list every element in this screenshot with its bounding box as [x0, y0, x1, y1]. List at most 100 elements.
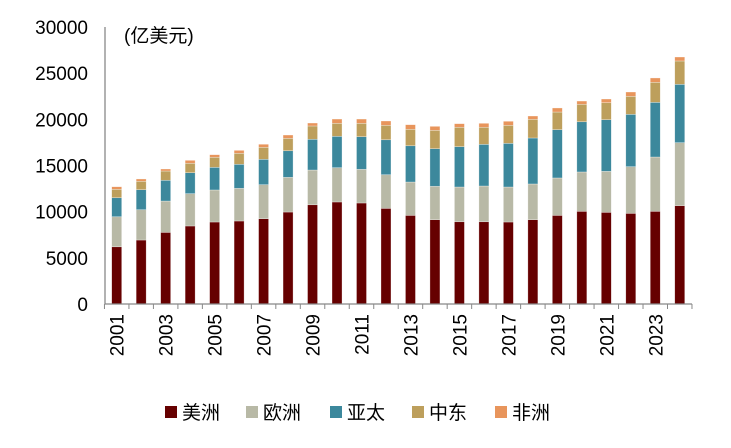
bar-segment-2005-4 — [209, 154, 220, 158]
bar-segment-2012-0 — [380, 208, 392, 305]
bar-segment-2024-0 — [674, 205, 686, 305]
bar-segment-2020-2 — [576, 121, 588, 173]
y-tick-label: 30000 — [35, 18, 88, 39]
bar-segment-2020-3 — [576, 103, 588, 123]
bar-segment-2015-3 — [454, 126, 465, 147]
bar-segment-2014-1 — [429, 185, 441, 220]
bar-segment-2021-3 — [600, 102, 612, 121]
bar-segment-2019-1 — [552, 177, 563, 216]
bar-segment-2020-4 — [576, 100, 588, 105]
bar-segment-2012-4 — [380, 120, 392, 126]
bar-segment-2001-3 — [111, 189, 122, 199]
bar-segment-2007-0 — [258, 218, 269, 305]
bar-segment-2011-1 — [356, 168, 367, 204]
axes: 0 5000 10000 15000 20000 25000 30000 2001 2003 20… — [35, 18, 693, 356]
bar-segment-2018-0 — [527, 219, 539, 305]
bar-segment-2008-0 — [282, 211, 294, 305]
bar-segment-2017-3 — [503, 125, 514, 144]
bar-segment-2005-3 — [209, 156, 220, 168]
bar-segment-2019-2 — [552, 129, 563, 179]
bar-segment-2024-2 — [674, 84, 686, 143]
bar-segment-2015-1 — [454, 186, 465, 223]
bar-segment-2003-3 — [160, 170, 171, 181]
bar-segment-2015-4 — [454, 123, 465, 128]
bar-segment-2022-1 — [625, 166, 637, 214]
bar-segment-2018-4 — [527, 115, 539, 120]
bar-segment-2016-4 — [478, 123, 490, 128]
bar-segment-2019-4 — [552, 107, 563, 113]
bar-segment-2008-2 — [282, 150, 294, 178]
bar-segment-2014-4 — [429, 126, 441, 131]
bar-segment-2024-1 — [674, 142, 686, 206]
bar-segment-2002-2 — [135, 189, 147, 211]
x-tick-label: 2015 — [450, 314, 471, 356]
bar-segment-2016-3 — [478, 126, 490, 145]
bar-segment-2018-2 — [527, 137, 539, 185]
bar-segment-2002-0 — [135, 239, 147, 305]
bar-segment-2001-4 — [111, 186, 122, 190]
x-tick-label: 2003 — [157, 314, 178, 356]
bar-segment-2020-0 — [576, 210, 588, 305]
bar-segment-2021-2 — [600, 119, 612, 172]
bar-segment-2024-4 — [674, 56, 686, 62]
bar-segment-2002-1 — [135, 209, 147, 241]
bar-segment-2017-2 — [503, 143, 514, 188]
bar-segment-2021-0 — [600, 212, 612, 305]
y-tick-label: 15000 — [35, 157, 88, 178]
bar-segment-2016-2 — [478, 144, 490, 187]
x-tick-label: 2005 — [206, 314, 227, 356]
bar-segment-2004-0 — [184, 225, 196, 305]
bars — [111, 56, 686, 305]
legend-swatch-1 — [246, 406, 258, 418]
bar-segment-2016-1 — [478, 185, 490, 223]
bar-segment-2024-3 — [674, 60, 686, 85]
unit-label: (亿美元) — [124, 25, 194, 47]
bar-segment-2001-2 — [111, 197, 122, 218]
bar-segment-2015-2 — [454, 146, 465, 188]
legend-swatch-2 — [330, 406, 342, 418]
bar-segment-2009-2 — [307, 138, 318, 171]
bar-segment-2014-3 — [429, 130, 441, 149]
bar-segment-2010-2 — [331, 136, 343, 169]
legend-label-2: 亚太 — [347, 402, 385, 424]
bar-segment-2010-1 — [331, 167, 343, 203]
bar-segment-2010-3 — [331, 123, 343, 137]
bar-segment-2007-2 — [258, 159, 269, 186]
bar-segment-2017-0 — [503, 221, 514, 305]
bar-segment-2003-2 — [160, 179, 171, 202]
bar-segment-2022-0 — [625, 213, 637, 305]
y-tick-label: 0 — [77, 295, 88, 316]
bar-segment-2006-3 — [233, 153, 245, 165]
legend-swatch-4 — [495, 406, 507, 418]
legend-swatch-0 — [165, 406, 177, 418]
x-tick-label: 2023 — [646, 314, 667, 356]
y-tick-label: 10000 — [35, 203, 88, 224]
legend-label-4: 非洲 — [512, 402, 550, 424]
bar-segment-2019-3 — [552, 111, 563, 130]
legend: 美洲 欧洲 亚太 中东 非洲 — [165, 402, 550, 424]
y-tick-label: 25000 — [35, 64, 88, 85]
bar-segment-2001-0 — [111, 246, 122, 305]
x-tick-label: 2001 — [108, 314, 129, 356]
bar-segment-2013-4 — [405, 124, 416, 130]
bar-segment-2020-1 — [576, 171, 588, 212]
bar-segment-2009-3 — [307, 125, 318, 140]
bar-segment-2012-1 — [380, 174, 392, 209]
y-tick-label: 5000 — [46, 249, 88, 270]
legend-label-0: 美洲 — [182, 402, 220, 424]
x-tick-label: 2007 — [255, 314, 276, 356]
bar-segment-2022-4 — [625, 91, 637, 97]
bar-segment-2022-3 — [625, 96, 637, 115]
bar-segment-2006-4 — [233, 150, 245, 154]
bar-segment-2021-1 — [600, 171, 612, 213]
x-tick-label: 2017 — [499, 314, 520, 356]
bar-segment-2002-3 — [135, 180, 147, 190]
bar-segment-2012-2 — [380, 139, 392, 176]
bar-segment-2008-1 — [282, 177, 294, 213]
bar-segment-2011-0 — [356, 202, 367, 305]
bar-segment-2018-3 — [527, 119, 539, 139]
legend-label-3: 中东 — [429, 402, 467, 424]
bar-segment-2013-3 — [405, 129, 416, 147]
x-tick-label: 2009 — [304, 314, 325, 356]
x-tick-label: 2021 — [597, 314, 618, 356]
